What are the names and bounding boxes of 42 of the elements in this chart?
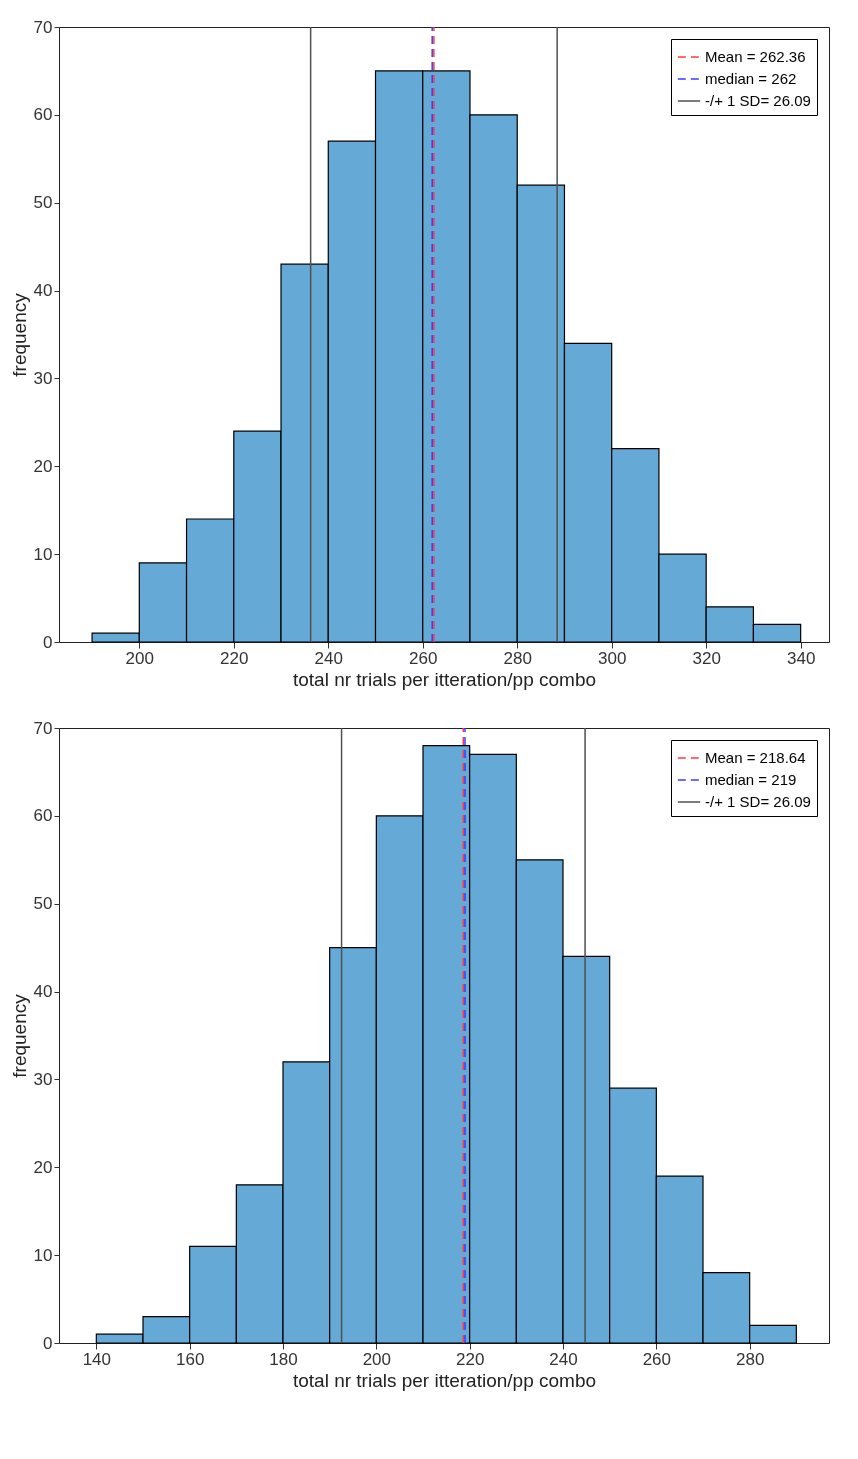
x-tick-label: 160 — [175, 1349, 205, 1369]
x-tick-label: 220 — [220, 648, 249, 668]
y-tick-label: 40 — [33, 982, 53, 1002]
y-tick-label: 60 — [33, 806, 53, 826]
y-tick-label: 40 — [33, 281, 53, 301]
y-axis-title: frequency — [8, 292, 30, 377]
x-tick-label: 140 — [82, 1349, 112, 1369]
y-tick-label: 50 — [33, 894, 53, 914]
y-tick-label: 0 — [43, 1333, 53, 1353]
y-tick-label: 10 — [33, 544, 53, 564]
x-tick-label: 280 — [503, 648, 532, 668]
y-axis-title: frequency — [8, 993, 30, 1078]
legend-label: median = 262 — [705, 70, 797, 87]
y-tick-label: 20 — [33, 456, 53, 476]
legend-label: Mean = 218.64 — [705, 749, 806, 766]
x-tick-label: 260 — [409, 648, 438, 668]
y-tick-label: 30 — [33, 1069, 53, 1089]
legend-label: -/+ 1 SD= 26.09 — [705, 793, 811, 810]
x-tick-label: 200 — [125, 648, 154, 668]
legend-label: -/+ 1 SD= 26.09 — [705, 92, 811, 109]
x-tick-label: 200 — [362, 1349, 392, 1369]
x-tick-label: 280 — [735, 1349, 765, 1369]
legend-label: median = 219 — [705, 771, 797, 788]
y-tick-label: 10 — [33, 1245, 53, 1265]
y-tick-label: 70 — [33, 718, 53, 738]
x-tick-label: 180 — [269, 1349, 298, 1369]
legend-label: Mean = 262.36 — [705, 48, 806, 65]
y-tick-label: 0 — [43, 632, 53, 652]
x-axis-title: total nr trials per itteration/pp combo — [292, 1369, 597, 1391]
y-tick-label: 60 — [33, 105, 53, 125]
y-tick-label: 20 — [33, 1157, 53, 1177]
x-tick-label: 340 — [786, 648, 816, 668]
x-tick-label: 320 — [692, 648, 721, 668]
y-tick-label: 50 — [33, 193, 53, 213]
x-axis-title: total nr trials per itteration/pp combo — [292, 668, 597, 690]
x-tick-label: 300 — [598, 648, 627, 668]
x-tick-label: 240 — [549, 1349, 578, 1369]
x-tick-label: 260 — [642, 1349, 672, 1369]
x-tick-label: 240 — [314, 648, 343, 668]
y-tick-label: 70 — [33, 17, 53, 37]
y-tick-label: 30 — [33, 368, 53, 388]
x-tick-label: 220 — [455, 1349, 485, 1369]
